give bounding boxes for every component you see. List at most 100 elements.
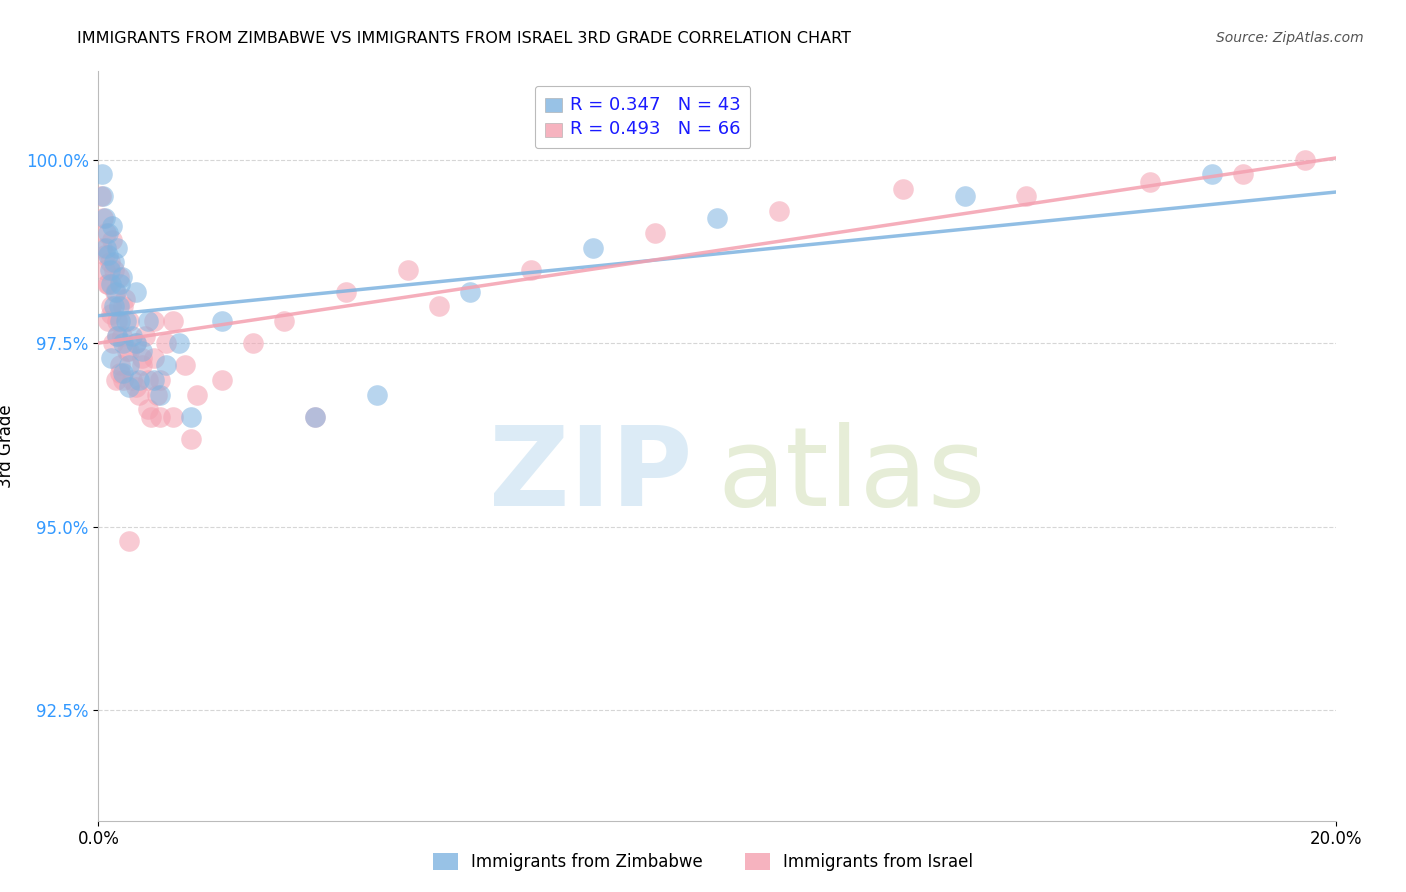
Point xyxy=(114,292,136,306)
Point xyxy=(118,358,141,372)
Point xyxy=(143,373,166,387)
Point xyxy=(112,300,135,314)
Point xyxy=(149,387,172,401)
Point xyxy=(100,300,122,314)
Point xyxy=(1139,175,1161,189)
Point xyxy=(180,409,202,424)
Point xyxy=(121,328,143,343)
Point xyxy=(134,328,156,343)
Point xyxy=(167,336,190,351)
Point xyxy=(143,314,166,328)
Point xyxy=(366,387,388,401)
Point xyxy=(111,270,134,285)
Point xyxy=(128,373,150,387)
Point xyxy=(162,409,184,424)
Point xyxy=(131,343,153,358)
Point xyxy=(304,409,326,424)
Point xyxy=(162,314,184,328)
Text: Source: ZipAtlas.com: Source: ZipAtlas.com xyxy=(1216,31,1364,45)
Point xyxy=(953,189,976,203)
Point xyxy=(273,314,295,328)
Point xyxy=(108,270,131,285)
Point xyxy=(582,241,605,255)
Point xyxy=(108,366,131,380)
Point xyxy=(91,241,114,255)
Point xyxy=(105,328,128,343)
Point xyxy=(706,211,728,226)
Point xyxy=(105,241,128,255)
Point xyxy=(121,373,143,387)
Point xyxy=(100,351,122,365)
Point xyxy=(242,336,264,351)
Point xyxy=(101,233,124,247)
Point xyxy=(211,373,233,387)
Point xyxy=(94,226,117,240)
Point xyxy=(93,248,115,262)
Legend: Immigrants from Zimbabwe, Immigrants from Israel: Immigrants from Zimbabwe, Immigrants fro… xyxy=(425,845,981,880)
Point xyxy=(1015,189,1038,203)
Point xyxy=(128,387,150,401)
Point xyxy=(104,373,127,387)
Point xyxy=(112,366,135,380)
Point xyxy=(90,167,112,181)
Point xyxy=(96,277,118,292)
Point xyxy=(143,351,166,365)
Point xyxy=(108,314,131,328)
Point xyxy=(124,336,146,351)
Point xyxy=(124,336,146,351)
Point xyxy=(124,380,146,394)
Point xyxy=(891,182,914,196)
Point xyxy=(149,409,172,424)
Point xyxy=(118,343,141,358)
Point xyxy=(427,300,450,314)
Point xyxy=(118,314,141,328)
Point xyxy=(108,300,131,314)
Point xyxy=(112,336,135,351)
Point xyxy=(103,336,125,351)
Point xyxy=(108,277,131,292)
Point xyxy=(97,277,120,292)
Point xyxy=(104,285,127,299)
Point xyxy=(520,262,543,277)
Point xyxy=(97,314,120,328)
Point xyxy=(93,211,115,226)
Point xyxy=(93,211,115,226)
Point xyxy=(155,336,177,351)
Point xyxy=(149,373,172,387)
Point xyxy=(146,387,169,401)
Point xyxy=(1294,153,1316,167)
Text: ZIP: ZIP xyxy=(489,423,692,530)
Point xyxy=(103,262,125,277)
Text: IMMIGRANTS FROM ZIMBABWE VS IMMIGRANTS FROM ISRAEL 3RD GRADE CORRELATION CHART: IMMIGRANTS FROM ZIMBABWE VS IMMIGRANTS F… xyxy=(77,31,851,46)
Text: atlas: atlas xyxy=(717,423,986,530)
Point xyxy=(101,219,124,233)
Point xyxy=(186,387,208,401)
Point xyxy=(131,351,153,365)
Point xyxy=(105,314,128,328)
Point xyxy=(100,277,122,292)
Point xyxy=(644,226,666,240)
Point xyxy=(136,314,159,328)
Point xyxy=(118,534,141,549)
Point xyxy=(396,262,419,277)
Point xyxy=(124,285,146,299)
Point xyxy=(105,328,128,343)
Point xyxy=(111,328,134,343)
Point xyxy=(115,343,138,358)
Point xyxy=(108,358,131,372)
Point xyxy=(458,285,481,299)
Point xyxy=(211,314,233,328)
Y-axis label: 3rd Grade: 3rd Grade xyxy=(0,404,14,488)
Point xyxy=(97,248,120,262)
Point xyxy=(90,189,112,203)
Point xyxy=(174,358,197,372)
Point xyxy=(98,262,121,277)
Point xyxy=(94,241,117,255)
Point xyxy=(180,432,202,446)
Legend: R = 0.347   N = 43, R = 0.493   N = 66: R = 0.347 N = 43, R = 0.493 N = 66 xyxy=(536,86,751,148)
Point xyxy=(136,373,159,387)
Point xyxy=(112,373,135,387)
Point xyxy=(118,380,141,394)
Point xyxy=(768,203,790,218)
Point xyxy=(304,409,326,424)
